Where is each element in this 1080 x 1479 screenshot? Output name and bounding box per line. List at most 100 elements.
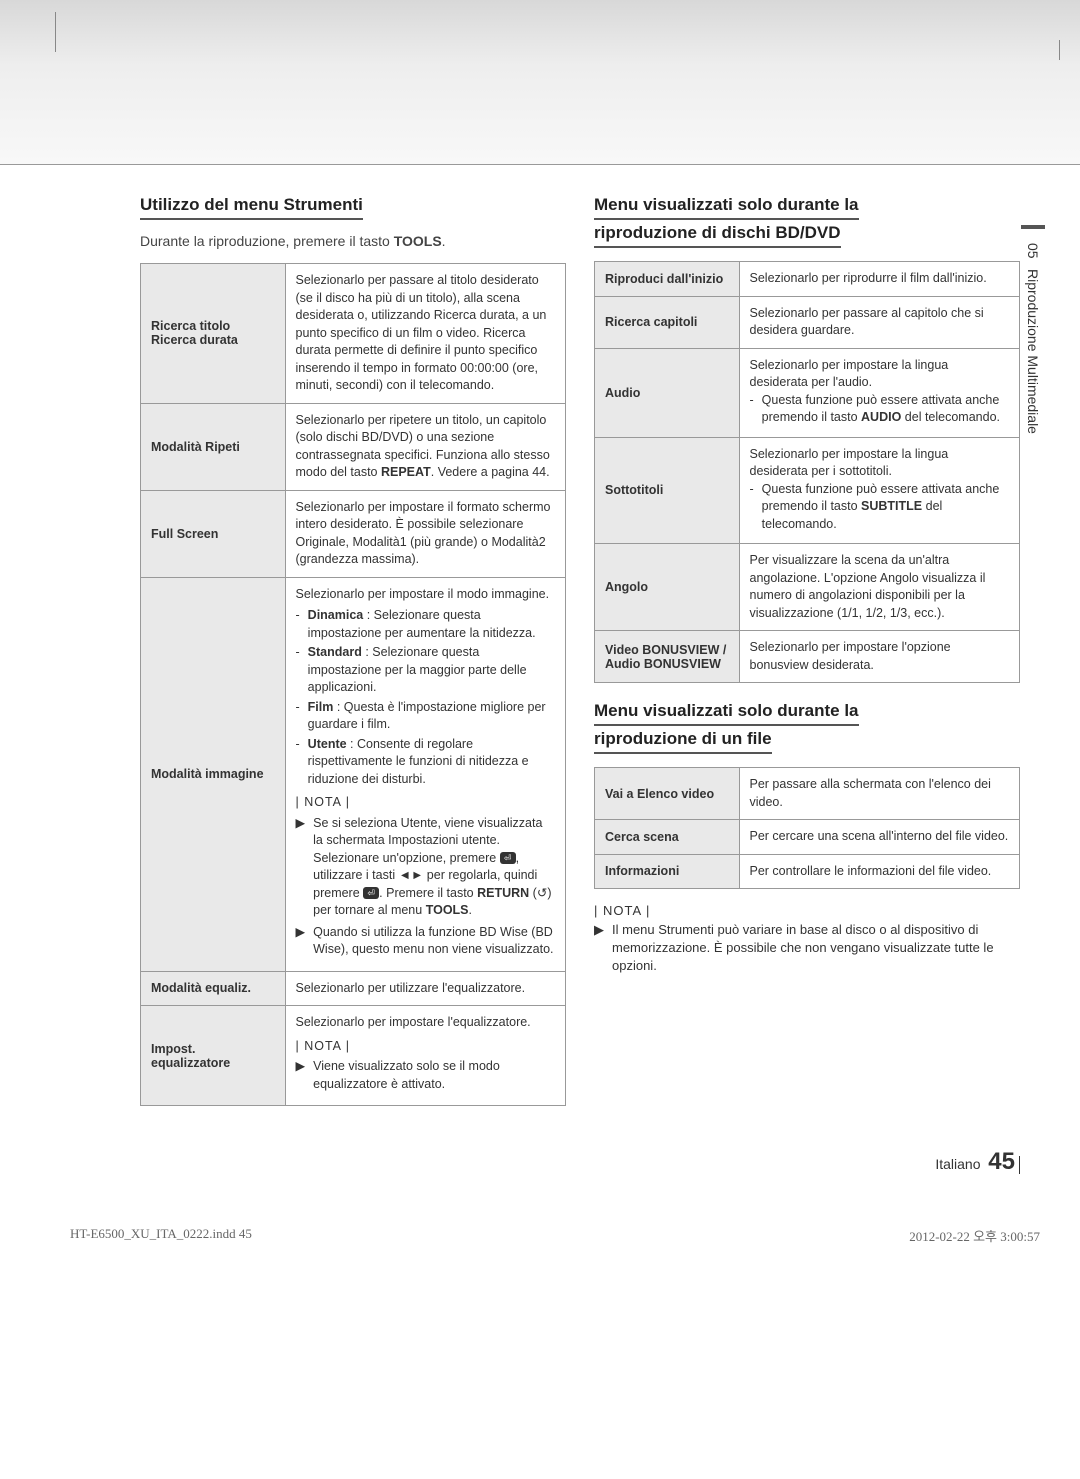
dash-icon: -: [296, 607, 300, 642]
list-item: -Standard : Selezionare questa impostazi…: [296, 644, 556, 697]
cell-val: Selezionarlo per utilizzare l'equalizzat…: [285, 971, 566, 1006]
cell-key: Full Screen: [141, 490, 286, 577]
note-text: Se si seleziona Utente, viene visualizza…: [313, 815, 555, 920]
right-column: Menu visualizzati solo durante la riprod…: [594, 195, 1020, 1120]
table-row: Impost. equalizzatore Selezionarlo per i…: [141, 1006, 566, 1106]
text-bold: AUDIO: [861, 410, 901, 424]
chapter-side-tab: 05 Riproduzione Multimediale: [1021, 225, 1045, 434]
text: del telecomando.: [901, 410, 1000, 424]
cell-key: Impost. equalizzatore: [141, 1006, 286, 1106]
right-sec1-title-a: Menu visualizzati solo durante la: [594, 195, 859, 220]
triangle-icon: ▶: [296, 815, 306, 920]
left-intro: Durante la riproduzione, premere il tast…: [140, 233, 566, 249]
text: . Premere il tasto: [379, 886, 477, 900]
cell-key: Informazioni: [595, 854, 740, 889]
cell-val: Selezionarlo per passare al capitolo che…: [739, 296, 1020, 348]
table-row: Audio Selezionarlo per impostare la ling…: [595, 348, 1020, 437]
note-label: | NOTA |: [594, 903, 1020, 918]
footer-language: Italiano: [935, 1156, 980, 1172]
note-item: ▶ Se si seleziona Utente, viene visualiz…: [296, 815, 556, 920]
text: .: [469, 903, 472, 917]
table-row: Modalità equaliz. Selezionarlo per utili…: [141, 971, 566, 1006]
text: Selezionarlo per impostare l'equalizzato…: [296, 1014, 556, 1032]
cell-val: Selezionarlo per impostare l'equalizzato…: [285, 1006, 566, 1106]
table-row: Ricerca capitoli Selezionarlo per passar…: [595, 296, 1020, 348]
intro-post: .: [442, 233, 446, 249]
footer-lang: Italiano 45: [140, 1148, 1020, 1176]
header-gradient: [0, 0, 1080, 165]
table-row: Full Screen Selezionarlo per impostare i…: [141, 490, 566, 577]
text: (: [529, 886, 537, 900]
list-item: -Utente : Consente di regolare rispettiv…: [296, 736, 556, 789]
table-row: Angolo Per visualizzare la scena da un'a…: [595, 544, 1020, 631]
cell-key: Riproduci dall'inizio: [595, 262, 740, 297]
table-row: Video BONUSVIEW / Audio BONUSVIEW Selezi…: [595, 631, 1020, 683]
dash-icon: -: [296, 699, 300, 734]
table-row: Sottotitoli Selezionarlo per impostare l…: [595, 437, 1020, 544]
print-left: HT-E6500_XU_ITA_0222.indd 45: [70, 1226, 252, 1245]
note-text: Quando si utilizza la funzione BD Wise (…: [313, 924, 555, 959]
cell-key: Modalità equaliz.: [141, 971, 286, 1006]
cell-val: Selezionarlo per ripetere un titolo, un …: [285, 403, 566, 490]
left-title: Utilizzo del menu Strumenti: [140, 195, 363, 220]
cell-key: Vai a Elenco video: [595, 768, 740, 820]
note-item: ▶ Il menu Strumenti può variare in base …: [594, 921, 1020, 976]
left-table: Ricerca titolo Ricerca durata Selezionar…: [140, 263, 566, 1106]
page-content: Utilizzo del menu Strumenti Durante la r…: [0, 165, 1080, 1140]
print-marks: HT-E6500_XU_ITA_0222.indd 45 2012-02-22 …: [0, 1216, 1080, 1265]
note-label: | NOTA |: [296, 1038, 556, 1056]
intro-bold: TOOLS: [394, 233, 442, 249]
note-text: Viene visualizzato solo se il modo equal…: [313, 1058, 555, 1093]
table-row: Vai a Elenco video Per passare alla sche…: [595, 768, 1020, 820]
side-chapter-title: Riproduzione Multimediale: [1025, 269, 1041, 434]
note-item: ▶ Viene visualizzato solo se il modo equ…: [296, 1058, 556, 1093]
note-text: Il menu Strumenti può variare in base al…: [612, 921, 1020, 976]
cell-val: Selezionarlo per passare al titolo desid…: [285, 264, 566, 404]
cell-val: Selezionarlo per riprodurre il film dall…: [739, 262, 1020, 297]
list-item: -Dinamica : Selezionare questa impostazi…: [296, 607, 556, 642]
return-icon: ↺: [537, 886, 547, 900]
print-right: 2012-02-22 오후 3:00:57: [909, 1226, 1040, 1245]
table-row: Informazioni Per controllare le informaz…: [595, 854, 1020, 889]
list-item: -Film : Questa è l'impostazione migliore…: [296, 699, 556, 734]
text: . Vedere a pagina 44.: [431, 465, 550, 479]
right-sec2-title-b: riproduzione di un file: [594, 729, 772, 754]
intro-pre: Durante la riproduzione, premere il tast…: [140, 233, 394, 249]
cell-key: Ricerca titolo Ricerca durata: [141, 264, 286, 404]
dash-icon: -: [750, 392, 754, 427]
enter-icon: ⏎: [500, 852, 516, 864]
list-item: -Questa funzione può essere attivata anc…: [750, 481, 1010, 534]
left-column: Utilizzo del menu Strumenti Durante la r…: [140, 195, 566, 1120]
enter-icon: ⏎: [363, 887, 379, 899]
text: : Questa è l'impostazione migliore per g…: [308, 700, 546, 732]
cell-key: Audio: [595, 348, 740, 437]
side-chapter-num: 05: [1025, 243, 1041, 259]
footer-page-number: 45: [988, 1148, 1015, 1175]
text: Selezionarlo per impostare il modo immag…: [296, 586, 556, 604]
cell-val: Per passare alla schermata con l'elenco …: [739, 768, 1020, 820]
right-sec2-title-a: Menu visualizzati solo durante la: [594, 701, 859, 726]
text: Selezionarlo per impostare la lingua des…: [750, 357, 1010, 392]
cell-val: Per cercare una scena all'interno del fi…: [739, 820, 1020, 855]
list-item: -Questa funzione può essere attivata anc…: [750, 392, 1010, 427]
table-row: Modalità immagine Selezionarlo per impos…: [141, 577, 566, 971]
text-bold: Dinamica: [308, 608, 364, 622]
text-bold: REPEAT: [381, 465, 431, 479]
triangle-icon: ▶: [296, 1058, 306, 1093]
side-tab-bar: [1021, 225, 1045, 229]
note-label: | NOTA |: [296, 794, 556, 812]
text-bold: SUBTITLE: [861, 499, 922, 513]
bullet-list: -Dinamica : Selezionare questa impostazi…: [296, 607, 556, 788]
note-item: ▶ Quando si utilizza la funzione BD Wise…: [296, 924, 556, 959]
text-bold: TOOLS: [426, 903, 469, 917]
cell-key: Sottotitoli: [595, 437, 740, 544]
cell-key: Ricerca capitoli: [595, 296, 740, 348]
cell-val: Selezionarlo per impostare il modo immag…: [285, 577, 566, 971]
table-row: Cerca scena Per cercare una scena all'in…: [595, 820, 1020, 855]
text-bold: Utente: [308, 737, 347, 751]
right-table-1: Riproduci dall'inizio Selezionarlo per r…: [594, 261, 1020, 683]
footer-bar-icon: [1019, 1156, 1020, 1174]
cell-val: Per visualizzare la scena da un'altra an…: [739, 544, 1020, 631]
triangle-icon: ▶: [594, 921, 604, 976]
dash-icon: -: [750, 481, 754, 534]
